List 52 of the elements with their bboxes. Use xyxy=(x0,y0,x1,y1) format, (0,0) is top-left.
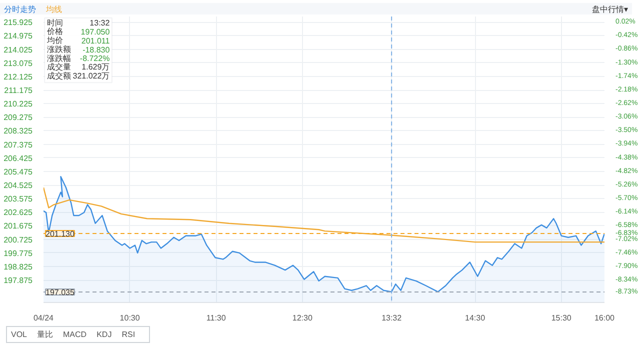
y-tick-label: 197.875 xyxy=(4,276,34,285)
x-tick-label: 15:30 xyxy=(551,314,572,322)
y-tick-label: 209.275 xyxy=(4,113,34,122)
y-tick-label: 214.025 xyxy=(4,45,34,54)
y-tick-label: 201.675 xyxy=(4,222,34,231)
x-tick-label: 12:30 xyxy=(292,314,313,322)
annotation: 成交量 xyxy=(46,62,71,72)
y-tick-label: 198.825 xyxy=(4,262,34,272)
y-tick-label: 207.375 xyxy=(4,140,34,150)
y-tick-label: 211.175 xyxy=(4,86,34,95)
text: 盘中行情▾ xyxy=(592,4,628,16)
y-tick-label: 213.075 xyxy=(4,58,34,68)
y-tick-label: 205.475 xyxy=(4,167,34,176)
y-tick-label: 214.975 xyxy=(4,32,34,41)
text: 量比 xyxy=(37,330,54,339)
y-tick-label: 202.625 xyxy=(4,208,34,218)
x-tick-label: 10:30 xyxy=(120,314,140,322)
annotation: -8.722% xyxy=(80,54,110,63)
annotation: 时间 xyxy=(46,18,63,28)
annotation: 321.022万 xyxy=(72,72,110,80)
text: KDJ xyxy=(96,330,112,339)
y-tick-label: 210.225 xyxy=(4,100,34,109)
annotation: 197.050 xyxy=(80,28,110,37)
annotation: -18.830 xyxy=(82,45,110,54)
y-tick-label: 199.775 xyxy=(4,248,34,258)
annotation: 涨跌额 xyxy=(46,44,71,54)
annotation: 涨跌幅 xyxy=(46,54,71,63)
y-tick-label: 200.725 xyxy=(4,235,34,244)
y-tick-label: 203.575 xyxy=(4,194,34,204)
annotation: 13:32 xyxy=(90,18,110,28)
text: MACD xyxy=(63,330,87,339)
text: VOL xyxy=(11,330,28,339)
y-tick-label: 212.125 xyxy=(4,72,34,82)
annotation: 均价 xyxy=(46,36,63,46)
x-tick-label: 16:00 xyxy=(594,314,616,322)
ref-line-label: 197.035 xyxy=(46,288,75,297)
x-tick-label: 14:30 xyxy=(465,314,486,322)
x-tick-label: 13:32 xyxy=(382,314,402,322)
x-tick-label: 11:30 xyxy=(206,314,226,322)
annotation: 1.629万 xyxy=(82,62,110,72)
text: 均线 xyxy=(46,5,62,14)
annotation: 201.011 xyxy=(81,36,110,46)
y-tick-label: 215.925 xyxy=(4,18,34,28)
text: 分时走势 xyxy=(4,5,36,14)
annotation: 价格 xyxy=(46,27,63,36)
line-series xyxy=(44,186,604,243)
text: RSI xyxy=(122,330,136,339)
x-tick-label: 04/24 xyxy=(33,314,54,322)
y-tick-label: 208.325 xyxy=(4,126,34,136)
y-tick-label: 204.525 xyxy=(4,181,34,190)
y-tick-label: 206.425 xyxy=(4,154,34,163)
annotation: 成交额 xyxy=(46,72,71,80)
